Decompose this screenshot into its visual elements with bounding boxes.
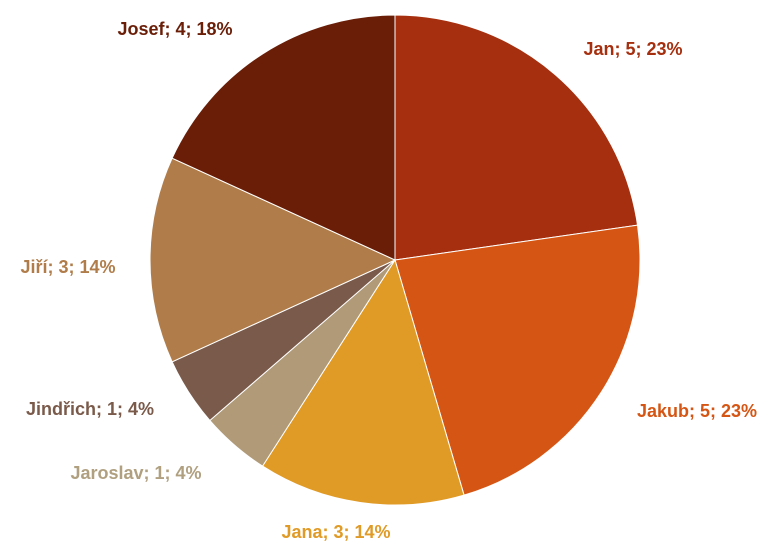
pie-slice xyxy=(394,14,639,261)
data-label: Josef; 4; 18% xyxy=(117,19,232,39)
data-label: Jan; 5; 23% xyxy=(583,39,682,59)
pie-slice xyxy=(149,157,397,363)
data-label: Jakub; 5; 23% xyxy=(637,401,757,421)
pie-slice xyxy=(171,14,396,261)
data-label: Jiří; 3; 14% xyxy=(20,257,115,277)
pie-slice xyxy=(394,224,641,496)
pie-slice xyxy=(261,258,465,506)
data-label: Jana; 3; 14% xyxy=(281,522,390,542)
data-label: Jaroslav; 1; 4% xyxy=(70,463,201,483)
data-label: Jindřich; 1; 4% xyxy=(26,399,154,419)
